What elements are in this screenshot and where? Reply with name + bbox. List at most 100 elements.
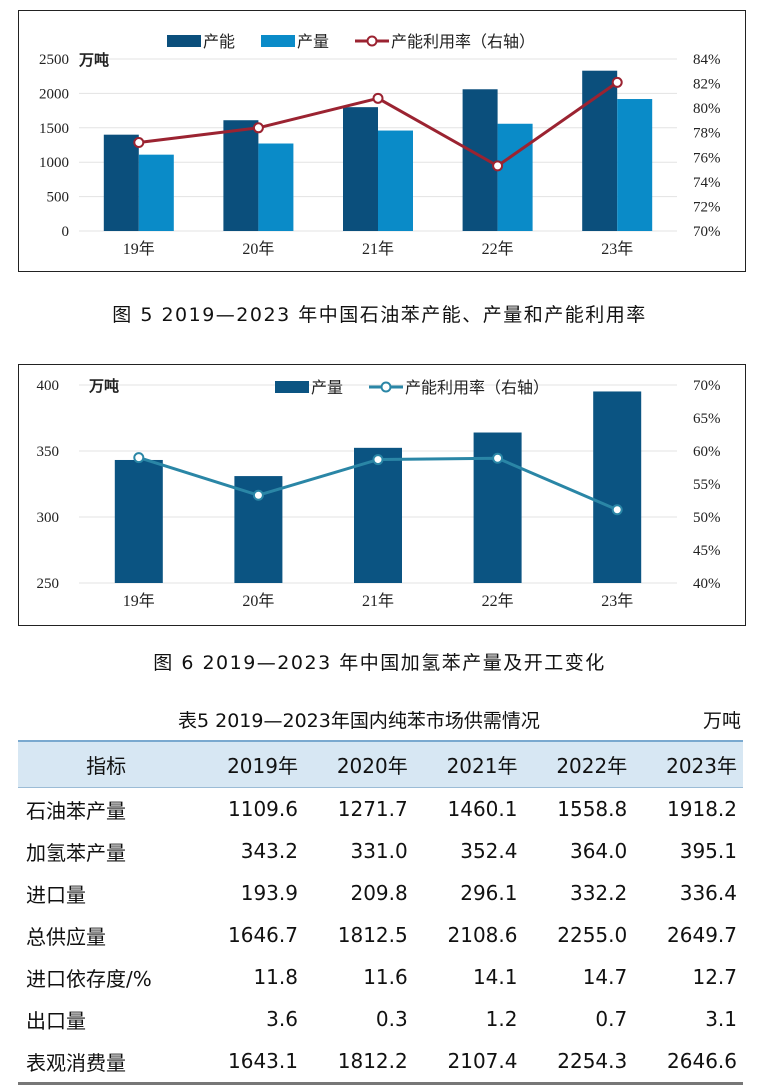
bar-产能 [462,89,498,231]
table-cell: 3.1 [705,1007,737,1031]
row-label: 出口量 [26,1008,86,1033]
line-point [252,489,264,501]
header-2021: 2021年 [413,740,524,788]
y-axis-unit-label: 万吨 [78,51,109,69]
table-row: 出口量 3.6 0.3 1.2 0.7 3.1 [18,998,743,1040]
row-label: 加氢苯产量 [26,840,126,865]
y2-tick-label: 72% [693,199,721,215]
header-2019: 2019年 [194,740,304,788]
x-tick-label: 22年 [482,592,514,610]
chart-hydrogenated-benzene-svg: 250 300 350 400 40% 45% 50% 55% 60% 65% 70% 万吨 19年 20… [37,377,721,610]
table-cell: 209.8 [350,881,408,905]
header-indicator: 指标 [18,740,195,788]
table-cell: 1646.7 [228,923,298,947]
line-point [252,122,264,134]
header-2020: 2020年 [303,740,414,788]
x-tick-label: 21年 [362,592,394,610]
y2-tick-label: 70% [693,378,721,394]
bar-产能 [223,120,259,231]
table-cell: 0.7 [595,1007,628,1031]
y-tick-label: 1500 [39,121,69,137]
table-row: 进口量 193.9 209.8 296.1 332.2 336.4 [18,872,743,914]
legend-swatch [275,381,309,393]
legend-label: 产能利用率（右轴） [391,32,535,51]
table-cell: 3.6 [266,1007,298,1031]
table-cell: 332.2 [569,881,628,905]
line-point [611,76,623,88]
bar-产量 [497,123,533,231]
line-point [133,452,145,464]
legend-label: 产能 [203,32,235,51]
legend-swatch [261,35,295,47]
table-cell: 2255.0 [557,923,628,947]
y2-tick-label: 50% [693,510,721,526]
table-cell: 2107.4 [413,1040,524,1085]
figure6-caption: 图 6 2019—2023 年中国加氢苯产量及开工变化 [153,652,606,674]
table-cell: 0.3 [375,1007,408,1031]
table-cell: 1460.1 [447,797,518,821]
figure5-caption: 图 5 2019—2023 年中国石油苯产能、产量和产能利用率 [112,304,647,326]
row-label: 表观消费量 [18,1040,195,1085]
table-header-row: 指标 2019年 2020年 2021年 2022年 2023年 [18,740,743,788]
header-2022: 2022年 [523,740,634,788]
table-title: 表5 2019—2023年国内纯苯市场供需情况 [178,710,540,732]
legend-swatch [167,35,201,47]
x-tick-label: 23年 [601,592,633,610]
y-tick-label: 0 [62,224,70,240]
table-cell: 12.7 [692,965,737,989]
row-label: 总供应量 [26,924,106,949]
table-cell: 1271.7 [337,797,408,821]
row-label: 进口依存度/% [26,966,152,991]
table-row: 进口依存度/% 11.8 11.6 14.1 14.7 12.7 [18,956,743,998]
y2-tick-label: 65% [693,411,721,427]
table-cell: 2254.3 [523,1040,634,1085]
table-cell: 1558.8 [557,797,628,821]
y-tick-label: 350 [37,444,60,460]
y2-tick-label: 78% [693,126,721,142]
y2-tick-label: 45% [693,543,721,559]
bar-产能 [582,70,618,231]
y-tick-label: 2500 [39,52,69,68]
y2-tick-label: 76% [693,150,721,166]
table-row: 总供应量 1646.7 1812.5 2108.6 2255.0 2649.7 [18,914,743,956]
table-cell: 1812.2 [303,1040,414,1085]
y-tick-label: 1000 [39,155,69,171]
table-cell: 1918.2 [667,797,737,821]
y2-tick-label: 84% [693,52,721,68]
bar-产能 [343,107,378,231]
header-2023: 2023年 [633,740,743,788]
line-point [133,137,145,149]
y-tick-label: 300 [37,510,60,526]
row-label: 进口量 [26,882,86,907]
bar-产量 [114,459,163,583]
y-tick-label: 250 [37,576,60,592]
table-row: 加氢苯产量 343.2 331.0 352.4 364.0 395.1 [18,830,743,872]
y2-tick-label: 40% [693,576,721,592]
chart-petroleum-benzene: 0 500 1000 1500 2000 2500 70% 72% 74% 76% 78% 80% 82… [18,10,746,272]
table-cell: 14.7 [582,965,628,989]
legend-label: 产量 [311,378,343,397]
x-tick-label: 20年 [242,240,274,258]
x-tick-label: 21年 [362,240,394,258]
table-cell: 11.6 [363,965,408,989]
legend-label: 产量 [297,32,329,51]
table-cell: 336.4 [679,881,737,905]
table-cell: 2649.7 [667,923,737,947]
x-tick-label: 22年 [482,240,514,258]
y2-tick-label: 55% [693,477,721,493]
table-cell: 1812.5 [337,923,408,947]
table-unit: 万吨 [702,710,741,732]
bar-产量 [354,447,402,583]
y2-tick-label: 80% [693,101,721,117]
table-cell: 1109.6 [228,797,298,821]
line-point [492,452,504,464]
table-cell: 14.1 [472,965,518,989]
y-tick-label: 2000 [39,86,69,102]
table-cell: 296.1 [460,881,518,905]
y2-tick-label: 60% [693,444,721,460]
legend-swatch-marker [380,381,392,393]
table-cell: 2646.6 [633,1040,743,1085]
table-cell: 364.0 [569,839,628,863]
y-axis-unit-label: 万吨 [88,377,119,395]
bar-产量 [617,99,653,232]
